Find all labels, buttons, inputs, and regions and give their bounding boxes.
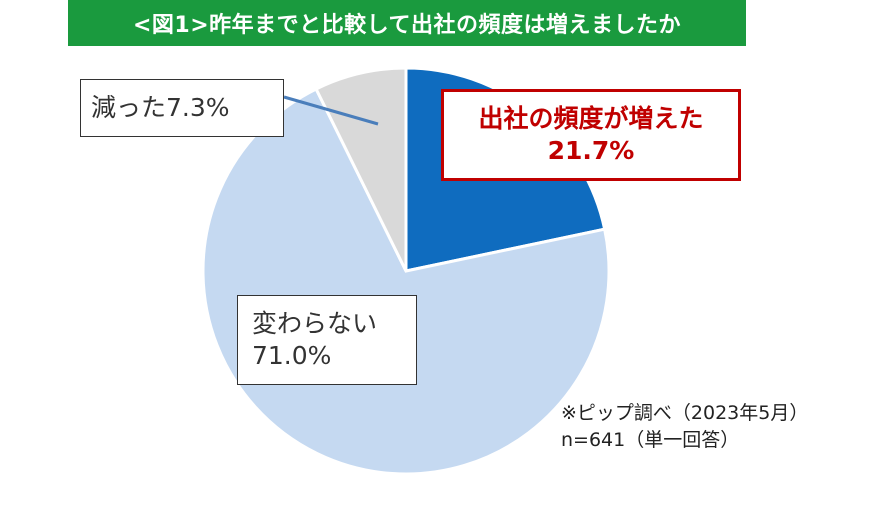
increased-label-value: 21.7% bbox=[547, 136, 635, 165]
unchanged-label-value: 71.0% bbox=[252, 341, 332, 370]
source-line-1: ※ピップ調べ（2023年5月） bbox=[561, 402, 809, 424]
source-note: ※ピップ調べ（2023年5月） n=641（単一回答） bbox=[561, 400, 808, 454]
unchanged-label-name: 変わらない bbox=[252, 308, 378, 338]
increased-label-name: 出社の頻度が増えた bbox=[478, 103, 704, 133]
source-line-2: n=641（単一回答） bbox=[561, 428, 740, 451]
slice-decreased bbox=[314, 66, 408, 272]
decreased-leader-line bbox=[283, 95, 379, 126]
decreased-label: 減った7.3% bbox=[91, 92, 230, 122]
increased-label-box: 出社の頻度が増えた 21.7% bbox=[441, 89, 741, 181]
unchanged-label-box: 変わらない 71.0% bbox=[237, 295, 417, 385]
decreased-label-box: 減った7.3% bbox=[80, 79, 284, 137]
chart-title: <図1>昨年までと比較して出社の頻度は増えましたか bbox=[68, 0, 746, 46]
